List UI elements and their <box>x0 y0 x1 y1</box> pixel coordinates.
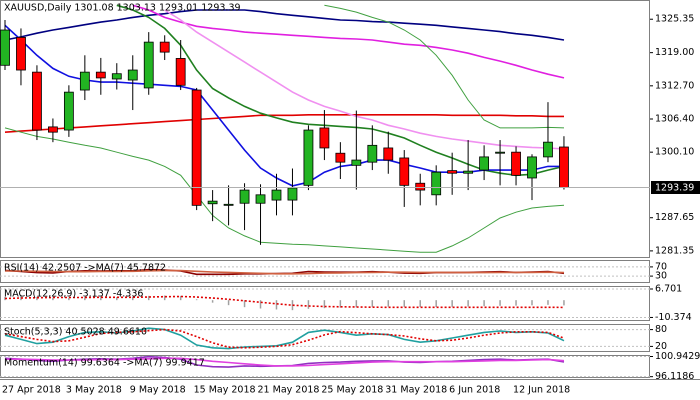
candle-body <box>463 170 474 174</box>
candle-body <box>383 147 394 161</box>
candle-body <box>48 126 58 133</box>
x-tick-label: 9 May 2018 <box>130 385 186 396</box>
y-tick-label: 1325.35 <box>655 14 694 25</box>
indicator-line <box>132 4 565 79</box>
candle-body <box>495 151 505 154</box>
indicator-line <box>116 4 565 177</box>
x-tick-label: 25 May 2018 <box>321 385 383 396</box>
candle-body <box>287 187 298 201</box>
candle-body <box>143 41 154 89</box>
x-tick-label: 27 Apr 2018 <box>2 385 61 396</box>
candle-body <box>351 159 362 166</box>
y-tick-label: 1300.10 <box>655 147 694 158</box>
candle-body <box>319 127 330 149</box>
y-tick-label: 30 <box>655 271 667 282</box>
x-tick-label: 31 May 2018 <box>385 385 447 396</box>
panel-frame <box>0 355 650 378</box>
indicator-line <box>5 269 565 275</box>
candle-body <box>479 156 490 171</box>
y-tick-label: -10.374 <box>655 312 692 323</box>
last-price-box <box>651 180 700 194</box>
candle-body <box>271 189 282 201</box>
candle-body <box>511 151 521 176</box>
candle-body <box>447 170 458 174</box>
y-tick-label: 1312.70 <box>655 80 694 91</box>
indicator-line <box>4 9 565 41</box>
candle-body <box>95 71 106 79</box>
candle-body <box>111 73 122 80</box>
indicator-line <box>4 328 565 349</box>
y-tick-label: 6.701 <box>655 283 682 294</box>
candle-body <box>32 71 42 131</box>
indicator-line <box>4 327 565 350</box>
panel-title: Stoch(5,3,3) 40.5028 49.6610 <box>4 327 147 338</box>
candle-body <box>415 182 426 191</box>
panel-title: MACD(12,26,9) -3.137 -4.336 <box>4 289 143 300</box>
x-tick-label: 3 May 2018 <box>66 385 122 396</box>
candle-body <box>63 91 74 131</box>
candle-body <box>16 36 26 71</box>
candle-body <box>239 189 250 204</box>
x-tick-label: 12 Jun 2018 <box>513 385 570 396</box>
panel-frame <box>0 0 650 258</box>
x-tick-label: 21 May 2018 <box>258 385 320 396</box>
panel-frame <box>0 260 650 283</box>
candle-body <box>367 144 378 163</box>
candle-body <box>159 41 170 53</box>
panel-frame <box>0 324 650 352</box>
candle-body <box>399 157 410 186</box>
y-tick-label: 1306.40 <box>655 113 694 124</box>
last-price-label: 1293.39 <box>655 182 694 193</box>
y-tick-label: 1319.00 <box>655 47 694 58</box>
indicator-line <box>4 295 565 309</box>
candle-body <box>79 71 90 91</box>
candle-body <box>0 29 10 66</box>
panel-title: XAUUSD,Daily 1301.08 1303.13 1293.01 129… <box>4 3 241 14</box>
x-tick-label: 15 May 2018 <box>194 385 256 396</box>
candle-body <box>335 152 346 163</box>
indicator-line <box>324 4 565 129</box>
panel-title: RSI(14) 42.2507 ->MA(7) 45.7872 <box>4 263 166 274</box>
indicator-line <box>5 357 565 367</box>
candle-body <box>255 194 266 204</box>
candle-body <box>559 146 569 188</box>
indicator-line <box>4 127 565 253</box>
candle-body <box>303 129 314 186</box>
candle-body <box>207 200 218 205</box>
candle-body <box>127 69 138 81</box>
indicator-line <box>164 9 565 150</box>
panel-title: Momentum(14) 99.6364 ->MA(7) 99.9417 <box>4 358 205 369</box>
y-tick-label: 80 <box>655 324 667 335</box>
candle-body <box>175 58 186 86</box>
y-tick-label: 96.1186 <box>655 371 694 382</box>
y-tick-label: 20 <box>655 341 667 352</box>
candle-body <box>431 171 442 196</box>
y-tick-label: 100.9429 <box>655 351 700 362</box>
panel-frame <box>0 286 650 321</box>
y-tick-label: 70 <box>655 261 667 272</box>
x-tick-label: 6 Jun 2018 <box>449 385 500 396</box>
candle-body <box>191 89 202 206</box>
candle-body <box>223 203 234 206</box>
candle-body <box>527 156 537 179</box>
y-tick-label: 1287.65 <box>655 212 694 223</box>
indicator-line <box>4 114 564 133</box>
y-tick-label: 1281.35 <box>655 245 694 256</box>
candle-body <box>543 141 553 158</box>
